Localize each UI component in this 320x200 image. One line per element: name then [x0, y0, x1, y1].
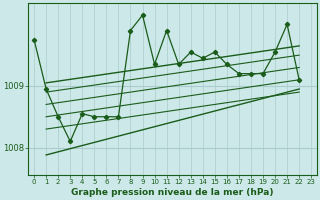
- X-axis label: Graphe pression niveau de la mer (hPa): Graphe pression niveau de la mer (hPa): [71, 188, 274, 197]
